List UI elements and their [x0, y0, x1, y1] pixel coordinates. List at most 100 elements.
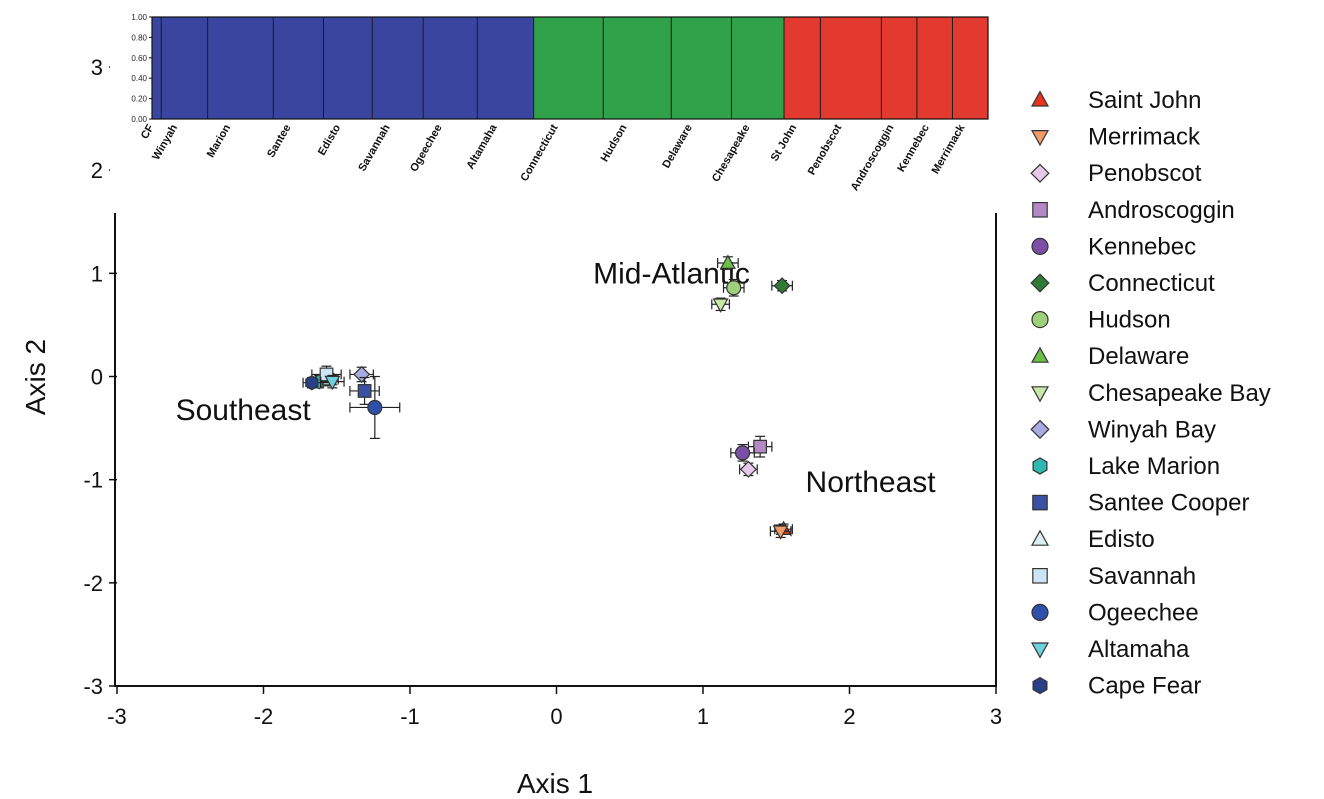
legend-label: Saint John — [1088, 87, 1201, 114]
x-tick-label: 0 — [550, 704, 562, 729]
inset-bar-altamaha — [477, 17, 534, 119]
legend-item-hudson: Hudson — [1031, 307, 1171, 334]
legend-label: Hudson — [1088, 307, 1171, 334]
y-tick-label: 1 — [91, 261, 103, 286]
inset-y-tick-label: 0.00 — [131, 115, 147, 124]
point-penobscot — [739, 460, 758, 478]
legend-marker — [1030, 163, 1050, 183]
legend-label: Santee Cooper — [1088, 490, 1249, 517]
y-tick-label: 0 — [91, 365, 103, 390]
y-tick-label: -1 — [83, 468, 103, 493]
legend-marker — [1031, 237, 1049, 255]
point-chesapeake-bay — [711, 297, 730, 313]
legend-label: Lake Marion — [1088, 453, 1220, 480]
inset-bar-connecticut — [533, 17, 604, 119]
legend-marker — [1032, 567, 1048, 584]
legend-label: Androscoggin — [1088, 197, 1235, 224]
inset-y-tick-label: 0.20 — [131, 95, 147, 104]
legend-item-winyah-bay: Winyah Bay — [1030, 416, 1216, 443]
data-points — [302, 254, 793, 540]
legend-label: Savannah — [1088, 563, 1196, 590]
legend-marker — [1032, 457, 1048, 475]
legend-marker — [1031, 311, 1049, 329]
y-tick-label: -3 — [83, 674, 103, 699]
inset-frame — [151, 16, 989, 120]
legend-item-connecticut: Connecticut — [1030, 270, 1215, 297]
y-axis-title: Axis 2 — [20, 339, 51, 415]
inset-bar-winyah — [161, 17, 208, 119]
y-tick-label: -2 — [83, 571, 103, 596]
legend-label: Cape Fear — [1088, 673, 1201, 700]
point-ogeechee — [349, 375, 401, 439]
inset-bar-merrimack — [952, 17, 988, 119]
legend-item-merrimack: Merrimack — [1030, 124, 1201, 151]
inset-bar-marion — [207, 17, 274, 119]
inset-bars — [151, 16, 989, 120]
point-connecticut — [771, 277, 793, 295]
marker-altamaha — [324, 375, 341, 391]
legend-item-penobscot: Penobscot — [1030, 160, 1202, 187]
legend-marker — [1030, 386, 1050, 403]
marker-androscoggin — [753, 439, 768, 454]
inset-y-tick-label: 1.00 — [131, 13, 147, 22]
inset-bar-androscoggin — [881, 17, 917, 119]
legend: Saint John Merrimack Penobscot Androscoggin… — [1030, 87, 1271, 700]
inset-y-tick-label: 0.80 — [131, 33, 147, 42]
marker-penobscot — [739, 460, 757, 478]
marker-kennebec — [734, 445, 751, 461]
legend-item-savannah: Savannah — [1032, 563, 1196, 590]
inset-bar-savannah — [372, 17, 424, 119]
legend-label: Chesapeake Bay — [1088, 380, 1271, 407]
inset-y-tick-label: 0.60 — [131, 54, 147, 63]
legend-marker — [1030, 273, 1050, 293]
inset-bar-hudson — [603, 17, 672, 119]
x-tick-label: 1 — [697, 704, 709, 729]
marker-delaware — [719, 254, 736, 269]
legend-marker — [1032, 202, 1048, 218]
legend-label: Ogeechee — [1088, 599, 1199, 626]
legend-marker — [1030, 346, 1050, 363]
x-tick-label: -3 — [107, 704, 127, 729]
marker-ogeechee — [367, 399, 383, 416]
inset-bar-ogeechee — [423, 17, 478, 119]
x-tick-label: -1 — [400, 704, 420, 729]
marker-connecticut — [773, 277, 791, 295]
legend-marker — [1030, 130, 1050, 147]
legend-item-delaware: Delaware — [1030, 343, 1189, 370]
x-tick-label: 3 — [990, 704, 1002, 729]
x-tick-label: 2 — [843, 704, 855, 729]
point-merrimack — [769, 524, 792, 540]
legend-marker — [1032, 494, 1048, 511]
inset-bar-chesapeake — [731, 17, 785, 119]
point-hudson — [722, 278, 745, 297]
marker-chesapeake-bay — [712, 298, 729, 313]
legend-marker — [1030, 642, 1050, 659]
legend-label: Altamaha — [1088, 636, 1190, 663]
legend-label: Connecticut — [1088, 270, 1215, 297]
legend-item-saint-john: Saint John — [1030, 87, 1201, 114]
inset-bar-edisto — [323, 17, 373, 119]
point-kennebec — [730, 443, 755, 462]
legend-label: Edisto — [1088, 526, 1155, 553]
y-tick-labels: 3 2 1 0 -1 -2 -3 — [83, 55, 103, 699]
marker-cape-fear — [305, 375, 319, 391]
point-cape-fear — [302, 375, 322, 391]
legend-marker — [1031, 603, 1049, 622]
inset-bar-delaware — [671, 17, 732, 119]
legend-item-cape-fear: Cape Fear — [1032, 673, 1201, 700]
point-delaware — [717, 254, 739, 270]
inset-bar-st-john — [784, 17, 821, 119]
legend-label: Winyah Bay — [1088, 416, 1216, 443]
x-tick-labels: -3 -2 -1 0 1 2 3 — [107, 704, 1002, 729]
inset-bar-kennebec — [916, 17, 953, 119]
legend-item-santee-cooper: Santee Cooper — [1032, 490, 1249, 517]
point-winyah-bay — [349, 365, 374, 383]
x-axis-title: Axis 1 — [517, 768, 593, 799]
marker-merrimack — [772, 525, 789, 540]
inset-bar-santee — [273, 17, 324, 119]
point-santee-cooper — [349, 376, 380, 405]
